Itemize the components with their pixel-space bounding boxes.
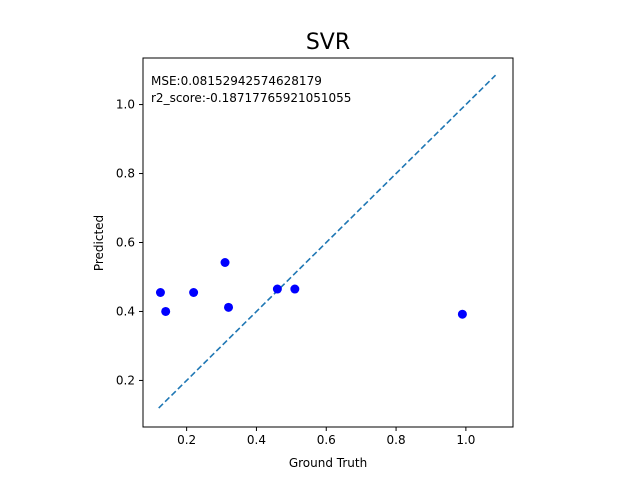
identity-reference-line — [158, 74, 497, 409]
x-axis: 0.2 0.4 0.6 0.8 1.0 — [177, 427, 475, 447]
scatter-point — [224, 302, 234, 312]
y-tick-label: 0.6 — [116, 236, 135, 250]
series-layer — [155, 74, 497, 409]
mse-annotation: MSE:0.08152942574628179 — [151, 74, 322, 88]
y-tick-label: 1.0 — [116, 98, 135, 112]
scatter-point — [155, 288, 165, 298]
y-tick-label: 0.4 — [116, 304, 135, 318]
y-tick-label: 0.2 — [116, 373, 135, 387]
x-tick-label: 1.0 — [456, 433, 475, 447]
y-tick-label: 0.8 — [116, 167, 135, 181]
scatter-point — [290, 284, 300, 294]
scatter-point — [272, 284, 282, 294]
x-axis-label: Ground Truth — [289, 456, 367, 470]
y-axis-label: Predicted — [92, 215, 106, 271]
scatter-point — [161, 306, 171, 316]
x-tick-label: 0.6 — [317, 433, 336, 447]
scatter-point — [220, 258, 230, 268]
scatter-point — [189, 288, 199, 298]
scatter-point — [457, 309, 467, 319]
chart-title: SVR — [306, 30, 350, 55]
y-axis: 0.2 0.4 0.6 0.8 1.0 — [116, 98, 143, 387]
x-tick-label: 0.2 — [177, 433, 196, 447]
r2-score-annotation: r2_score:-0.18717765921051055 — [151, 91, 351, 105]
x-tick-label: 0.8 — [387, 433, 406, 447]
x-tick-label: 0.4 — [247, 433, 266, 447]
